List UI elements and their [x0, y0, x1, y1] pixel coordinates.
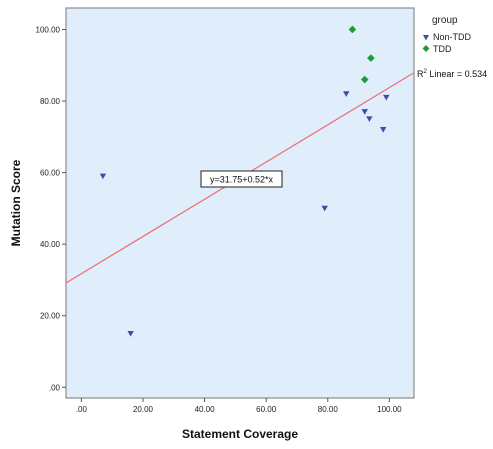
- x-tick-label: 60.00: [256, 405, 277, 414]
- legend-title: group: [432, 15, 458, 26]
- fit-equation-box: [200, 170, 283, 188]
- y-tick-label: .00: [49, 383, 61, 392]
- plot-area: [65, 7, 415, 399]
- y-tick-label: 60.00: [40, 169, 61, 178]
- point-tdd: [360, 75, 369, 84]
- y-tick-label: 20.00: [40, 312, 61, 321]
- point-non-tdd: [366, 116, 373, 122]
- y-tick-label: 100.00: [36, 25, 61, 34]
- x-axis-title: Statement Coverage: [182, 427, 298, 441]
- legend-marker-tdd: [422, 45, 430, 52]
- point-non-tdd: [127, 330, 134, 337]
- legend-marker-non-tdd: [423, 35, 429, 41]
- fit-equation-label: y=31.75+0.52*x: [210, 175, 274, 185]
- x-tick-label: 20.00: [133, 405, 154, 414]
- r2-label-sup: 2: [424, 69, 428, 75]
- legend: group Non-TDD TDD: [422, 15, 472, 54]
- r2-label: R2 Linear = 0.534: [417, 69, 487, 79]
- point-non-tdd: [380, 127, 387, 133]
- x-tick-label: 80.00: [318, 405, 339, 414]
- point-non-tdd: [361, 109, 368, 115]
- point-non-tdd: [321, 205, 328, 212]
- x-tick-label: 100.00: [377, 405, 402, 414]
- r2-label-prefix: R: [417, 69, 424, 79]
- y-tick-label: 80.00: [40, 97, 61, 106]
- x-tick-label: 40.00: [195, 405, 216, 414]
- axis-ticks: .00 20.00 40.00 60.00 80.00 100.00 .00 20.00 40.…: [36, 25, 403, 414]
- legend-label-tdd: TDD: [433, 44, 452, 54]
- point-tdd: [367, 54, 375, 62]
- y-axis-title: Mutation Score: [9, 159, 23, 246]
- point-tdd: [348, 25, 357, 34]
- data-points: [99, 25, 390, 337]
- legend-label-non-tdd: Non-TDD: [433, 32, 472, 42]
- y-tick-label: 40.00: [40, 240, 61, 249]
- point-non-tdd: [99, 173, 107, 180]
- x-tick-label: .00: [76, 405, 88, 414]
- point-non-tdd: [383, 94, 390, 101]
- point-non-tdd: [343, 91, 350, 97]
- r2-label-suffix: Linear = 0.534: [427, 69, 487, 79]
